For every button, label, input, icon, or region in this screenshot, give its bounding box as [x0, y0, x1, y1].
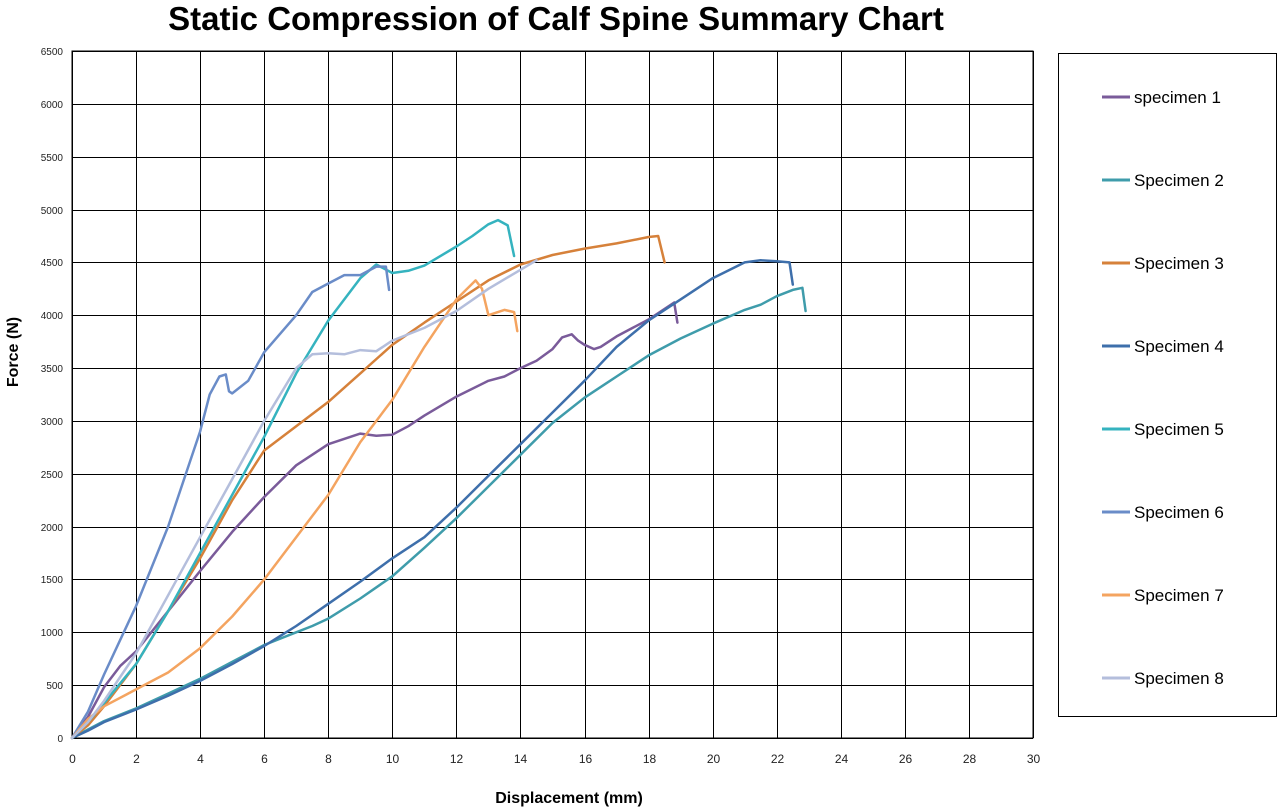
legend-label: Specimen 2: [1134, 171, 1224, 190]
x-tick-label: 26: [899, 752, 913, 766]
x-tick-label: 4: [197, 752, 204, 766]
y-tick-label: 2000: [41, 523, 64, 534]
y-tick-label: 3500: [41, 364, 64, 375]
y-tick-label: 500: [46, 681, 63, 692]
y-tick-label: 3000: [41, 417, 64, 428]
legend-label: Specimen 7: [1134, 586, 1224, 605]
x-tick-label: 28: [963, 752, 977, 766]
y-axis-ticks: 0 500 1000 1500 2000 2500 3000 3500 4000 4500 5000…: [41, 47, 64, 745]
x-tick-label: 10: [386, 752, 400, 766]
series-line-1: [70, 301, 679, 740]
legend-label: Specimen 4: [1134, 337, 1224, 356]
x-tick-label: 18: [643, 752, 657, 766]
x-tick-label: 30: [1027, 752, 1041, 766]
y-tick-label: 4500: [41, 258, 64, 269]
x-tick-label: 20: [707, 752, 721, 766]
legend-box: [1058, 53, 1277, 717]
series-line-3: [70, 234, 666, 740]
series-line-7: [70, 279, 519, 740]
y-tick-label: 1000: [41, 628, 64, 639]
x-tick-label: 16: [579, 752, 593, 766]
series-line-6: [70, 265, 391, 740]
legend-label: specimen 1: [1134, 88, 1221, 107]
y-tick-label: 5500: [41, 153, 64, 164]
legend-label: Specimen 8: [1134, 669, 1224, 688]
chart-title: Static Compression of Calf Spine Summary…: [168, 0, 944, 37]
y-tick-label: 5000: [41, 206, 64, 217]
x-tick-label: 8: [325, 752, 332, 766]
legend: specimen 1 Specimen 2 Specimen 3 Specimen 4…: [1058, 53, 1277, 717]
series-lines: [70, 218, 807, 740]
y-tick-label: 2500: [41, 470, 64, 481]
x-tick-label: 2: [133, 752, 140, 766]
x-tick-label: 24: [835, 752, 849, 766]
x-axis-label: Displacement (mm): [495, 790, 643, 807]
y-tick-label: 4000: [41, 311, 64, 322]
y-tick-label: 0: [57, 734, 63, 745]
legend-label: Specimen 3: [1134, 254, 1224, 273]
x-axis-ticks: 0 2 4 6 8 10 12 14 16 18 20 22 24 26 28 30: [69, 752, 1040, 766]
series-line-5: [70, 218, 516, 740]
grid: [71, 50, 1034, 739]
series-line-8: [70, 259, 538, 740]
legend-label: Specimen 6: [1134, 503, 1224, 522]
legend-label: Specimen 5: [1134, 420, 1224, 439]
y-axis-label: Force (N): [5, 317, 22, 387]
series-line-2: [70, 286, 807, 740]
x-tick-label: 14: [514, 752, 528, 766]
plot-area: [71, 50, 1034, 739]
x-tick-label: 6: [261, 752, 268, 766]
y-tick-label: 1500: [41, 575, 64, 586]
y-tick-label: 6500: [41, 47, 64, 58]
series-line-4: [70, 259, 795, 740]
x-tick-label: 12: [450, 752, 464, 766]
x-tick-label: 22: [771, 752, 785, 766]
y-tick-label: 6000: [41, 100, 64, 111]
x-tick-label: 0: [69, 752, 76, 766]
